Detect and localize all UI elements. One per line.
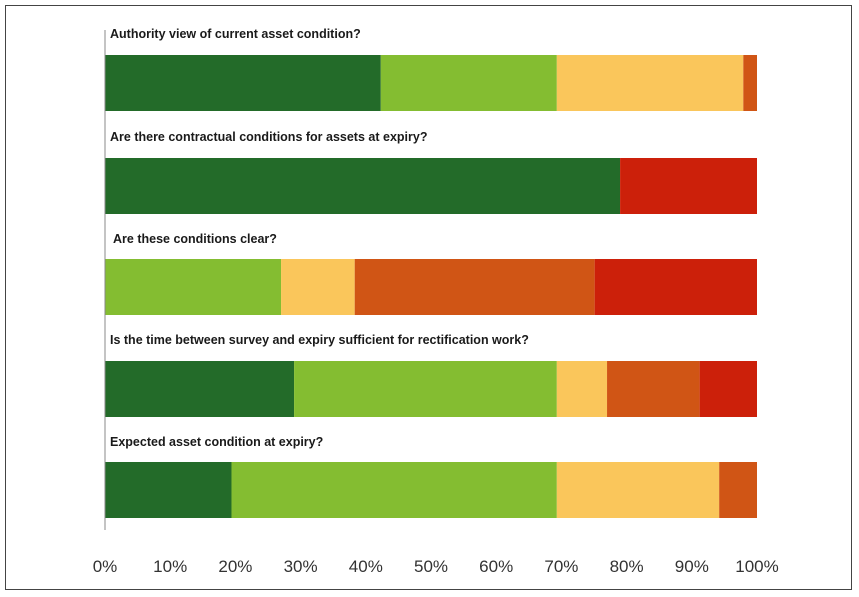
x-tick-label: 20% (218, 557, 252, 576)
bar-segment (594, 259, 757, 315)
x-tick-label: 10% (153, 557, 187, 576)
bar-segment (620, 158, 757, 214)
x-tick-label: 40% (349, 557, 383, 576)
question-label: Is the time between survey and expiry su… (110, 333, 529, 347)
bar-segment (556, 361, 608, 417)
bar-segment (105, 462, 232, 518)
bar-segment (281, 259, 355, 315)
bar-segment (105, 259, 282, 315)
x-tick-label: 50% (414, 557, 448, 576)
bar-segment (231, 462, 557, 518)
x-tick-label: 80% (610, 557, 644, 576)
bar-segment (354, 259, 595, 315)
bar-segment (719, 462, 757, 518)
question-label: Expected asset condition at expiry? (110, 435, 323, 449)
bar-segment (294, 361, 557, 417)
question-label: Are there contractual conditions for ass… (110, 130, 427, 144)
question-labels: Authority view of current asset conditio… (110, 27, 529, 449)
bar-segment (699, 361, 757, 417)
bar-segment (556, 462, 720, 518)
bar-segment (556, 55, 744, 111)
bar-segment (105, 158, 621, 214)
question-label: Are these conditions clear? (113, 232, 277, 246)
bar-segment (380, 55, 557, 111)
x-tick-label: 70% (544, 557, 578, 576)
x-tick-label: 100% (735, 557, 778, 576)
x-tick-label: 60% (479, 557, 513, 576)
x-tick-label: 30% (284, 557, 318, 576)
bars (105, 55, 757, 518)
question-label: Authority view of current asset conditio… (110, 27, 361, 41)
bar-segment (743, 55, 757, 111)
bar-segment (105, 361, 295, 417)
x-tick-label: 0% (93, 557, 118, 576)
bar-segment (607, 361, 700, 417)
x-tick-label: 90% (675, 557, 709, 576)
bar-segment (105, 55, 381, 111)
x-axis-ticks: 0% 10% 20% 30% 40% 50% 60% 70% 80% 90% 100% (93, 557, 779, 576)
